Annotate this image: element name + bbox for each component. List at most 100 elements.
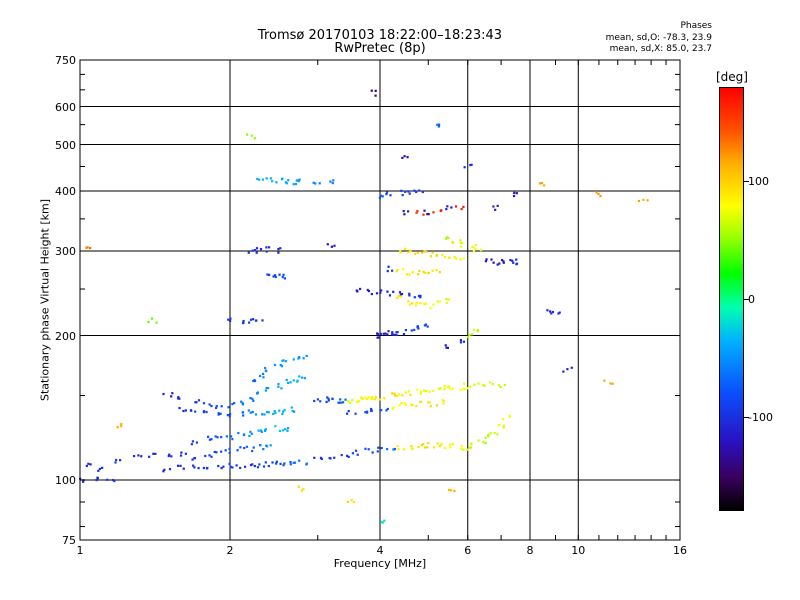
data-point — [426, 446, 429, 449]
data-point — [287, 179, 290, 182]
data-point — [543, 184, 546, 187]
data-point — [318, 182, 321, 185]
data-point — [396, 268, 399, 272]
y-tick-label: 300 — [55, 245, 76, 258]
data-point — [436, 300, 439, 303]
data-point — [451, 387, 454, 391]
data-point — [438, 123, 441, 126]
data-point — [205, 410, 208, 414]
colorbar-unit-label: [deg] — [716, 70, 748, 84]
data-point — [400, 189, 403, 192]
data-point — [427, 401, 430, 404]
data-point — [462, 387, 465, 390]
data-point — [463, 388, 466, 391]
data-point — [282, 273, 285, 276]
data-point — [303, 377, 306, 380]
data-point — [291, 410, 294, 413]
data-point — [355, 400, 359, 404]
data-point — [279, 462, 282, 465]
data-point — [407, 300, 410, 303]
data-point — [477, 439, 480, 442]
data-point — [595, 191, 598, 194]
data-point — [443, 388, 446, 391]
data-point — [550, 312, 553, 315]
data-point — [462, 205, 465, 209]
x-tick-label: 6 — [464, 544, 472, 557]
data-point — [391, 392, 394, 395]
data-point — [284, 428, 287, 431]
data-point — [483, 384, 486, 387]
data-point — [509, 258, 512, 262]
data-point — [217, 413, 220, 416]
data-point — [85, 464, 88, 468]
data-point — [289, 463, 292, 466]
data-point — [489, 432, 492, 435]
data-point — [396, 394, 399, 398]
data-point — [249, 430, 252, 433]
data-point — [502, 424, 505, 427]
data-point — [424, 302, 428, 305]
data-point — [190, 409, 193, 412]
data-point — [289, 461, 292, 464]
data-point — [277, 251, 280, 254]
data-point — [228, 462, 231, 466]
data-point — [361, 397, 365, 400]
data-point — [402, 448, 406, 451]
data-point — [96, 477, 99, 480]
data-point — [253, 464, 256, 468]
data-point — [302, 357, 305, 360]
data-point — [347, 455, 350, 459]
data-point — [351, 398, 354, 402]
data-point — [333, 456, 336, 459]
data-point — [243, 433, 246, 436]
data-point — [337, 401, 340, 404]
data-point — [374, 94, 377, 97]
data-point — [150, 317, 154, 320]
data-point — [220, 466, 223, 470]
data-point — [246, 133, 249, 136]
data-point — [347, 409, 350, 413]
data-point — [89, 463, 92, 466]
data-point — [214, 435, 217, 438]
data-point — [278, 409, 281, 412]
data-point — [386, 290, 389, 293]
data-point — [445, 298, 448, 301]
data-point — [538, 182, 542, 185]
data-point — [393, 392, 396, 395]
data-point — [459, 339, 462, 342]
data-point — [395, 270, 398, 273]
data-point — [170, 395, 173, 398]
data-point — [262, 376, 265, 379]
data-point — [432, 389, 435, 392]
data-point — [210, 438, 213, 441]
data-point — [340, 453, 343, 457]
data-point — [388, 294, 392, 297]
data-point — [485, 258, 488, 261]
colorbar-tick-label: -100 — [748, 410, 773, 424]
data-point — [402, 332, 406, 336]
data-point — [242, 319, 245, 323]
data-point — [228, 415, 231, 418]
data-point — [392, 290, 395, 293]
data-point — [477, 382, 480, 385]
data-point — [570, 366, 573, 369]
y-tick-label: 75 — [62, 534, 76, 547]
data-point — [410, 444, 413, 448]
data-point — [300, 376, 304, 379]
data-point — [416, 388, 419, 391]
data-point — [404, 403, 407, 407]
y-axis-label: Stationary phase Virtual Height [km] — [38, 198, 52, 402]
data-point — [423, 446, 427, 449]
data-point — [364, 396, 367, 399]
data-point — [414, 252, 417, 255]
data-point — [251, 318, 255, 321]
data-point — [120, 425, 123, 428]
data-point — [566, 368, 569, 371]
colorbar — [719, 87, 744, 511]
data-point — [415, 404, 418, 408]
data-point — [374, 395, 377, 399]
data-point — [168, 453, 171, 456]
phase-x-stats: mean, sd,X: 85.0, 23.7 — [609, 44, 712, 54]
data-point — [399, 295, 403, 298]
data-point — [360, 397, 363, 400]
